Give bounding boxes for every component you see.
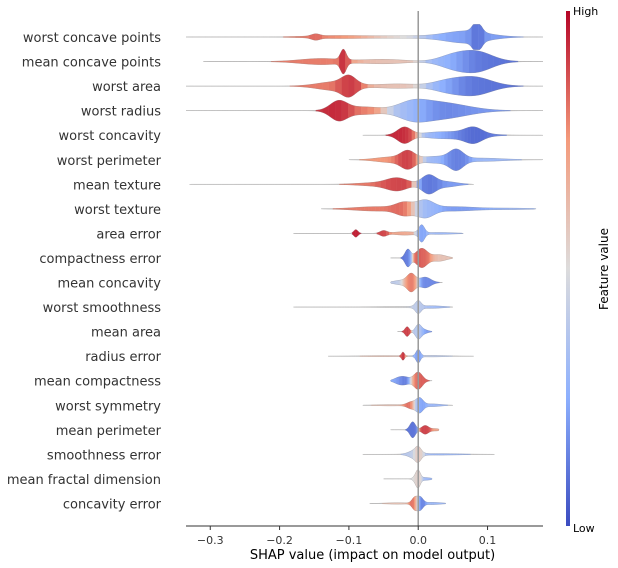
violin	[203, 48, 544, 75]
colorbar-gradient	[566, 11, 570, 526]
colorbar-title: Feature value	[597, 228, 611, 310]
feature-label: mean fractal dimension	[7, 473, 161, 488]
x-tick-label: −0.2	[266, 534, 293, 547]
colorbar-high-label: High	[573, 5, 598, 18]
feature-label: area error	[96, 227, 161, 242]
violin	[321, 199, 537, 219]
feature-label: worst concavity	[59, 129, 162, 144]
violin	[369, 495, 447, 512]
violin	[185, 74, 544, 98]
feature-label: compactness error	[39, 252, 161, 267]
x-tick-label: 0.0	[409, 534, 427, 547]
feature-label: mean compactness	[34, 375, 161, 390]
feature-label: worst perimeter	[57, 154, 162, 169]
violin	[293, 224, 464, 243]
feature-label: worst symmetry	[55, 399, 161, 414]
x-axis: −0.3 −0.2 −0.1 0.0 0.1	[186, 525, 543, 547]
violin	[362, 397, 453, 414]
colorbar-low-label: Low	[573, 522, 595, 535]
violin	[189, 174, 474, 195]
feature-label: concavity error	[63, 497, 162, 512]
feature-label: worst radius	[81, 105, 161, 120]
violin	[362, 126, 544, 144]
feature-label: mean area	[91, 326, 161, 341]
feature-label: mean perimeter	[56, 424, 162, 439]
feature-label: mean concavity	[57, 277, 161, 292]
violin	[185, 98, 544, 123]
violin	[390, 421, 440, 438]
violin	[185, 24, 544, 50]
violin	[390, 272, 444, 293]
feature-labels: worst concave points mean concave points w…	[7, 31, 162, 512]
violin	[390, 371, 433, 390]
colorbar: High Low Feature value	[566, 5, 611, 535]
feature-label: radius error	[85, 350, 161, 365]
x-tick-label: −0.1	[336, 534, 363, 547]
feature-label: mean texture	[73, 178, 161, 193]
feature-label: worst texture	[74, 203, 161, 218]
violin	[348, 148, 544, 171]
violin	[293, 300, 453, 314]
violin	[328, 348, 474, 364]
x-tick-label: 0.1	[479, 534, 497, 547]
feature-label: worst concave points	[23, 31, 161, 46]
violin	[362, 445, 495, 463]
feature-label: worst smoothness	[43, 301, 162, 316]
violin	[396, 323, 433, 340]
violin	[390, 248, 454, 268]
x-axis-title: SHAP value (impact on model output)	[250, 548, 495, 563]
violin	[383, 469, 433, 489]
x-tick-label: −0.3	[197, 534, 224, 547]
feature-label: smoothness error	[47, 448, 162, 463]
feature-label: worst area	[92, 80, 161, 95]
violin-plot-area	[185, 24, 544, 512]
feature-label: mean concave points	[22, 56, 161, 71]
